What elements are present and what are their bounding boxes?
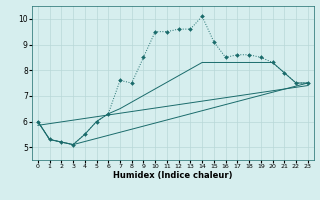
X-axis label: Humidex (Indice chaleur): Humidex (Indice chaleur) — [113, 171, 233, 180]
